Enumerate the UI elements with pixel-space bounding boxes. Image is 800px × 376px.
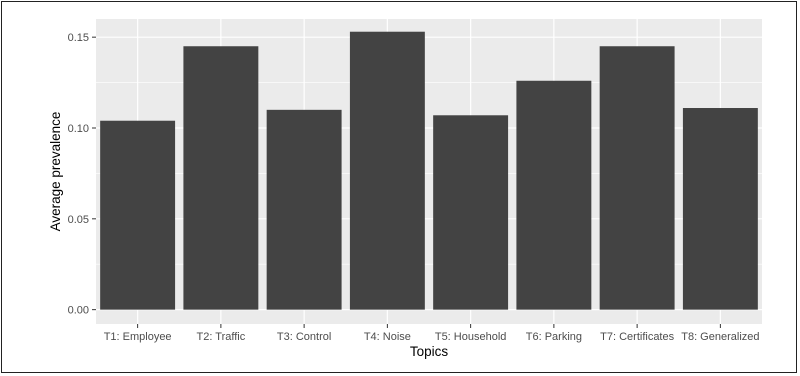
x-axis-title: Topics	[410, 344, 449, 359]
x-axis-ticks: T1: Employee T2: Traffic T3: Control T4: No…	[104, 324, 760, 343]
bar	[266, 109, 342, 310]
x-tick-label: T6: Parking	[526, 331, 582, 343]
y-tick-label: 0.05	[68, 214, 89, 226]
x-tick-label: T3: Control	[277, 331, 331, 343]
x-tick-label: T8: Generalized	[681, 331, 759, 343]
y-tick-label: 0.00	[68, 305, 89, 317]
x-tick-label: T4: Noise	[364, 331, 411, 343]
x-tick-label: T1: Employee	[104, 331, 172, 343]
y-tick-label: 0.10	[68, 123, 89, 135]
bar	[100, 120, 176, 310]
x-tick-label: T2: Traffic	[197, 331, 246, 343]
x-tick-label: T7: Certificates	[600, 331, 674, 343]
bar	[516, 80, 592, 310]
x-tick-label: T5: Household	[435, 331, 507, 343]
y-tick-label: 0.15	[68, 32, 89, 44]
bar	[433, 115, 509, 310]
y-axis-title: Average prevalence	[48, 112, 63, 232]
y-axis-ticks: 0.00 0.05 0.10 0.15	[68, 32, 96, 317]
bar	[599, 46, 675, 310]
bars	[100, 31, 758, 310]
bar	[682, 108, 758, 310]
bar	[349, 31, 425, 310]
bar	[183, 46, 259, 310]
